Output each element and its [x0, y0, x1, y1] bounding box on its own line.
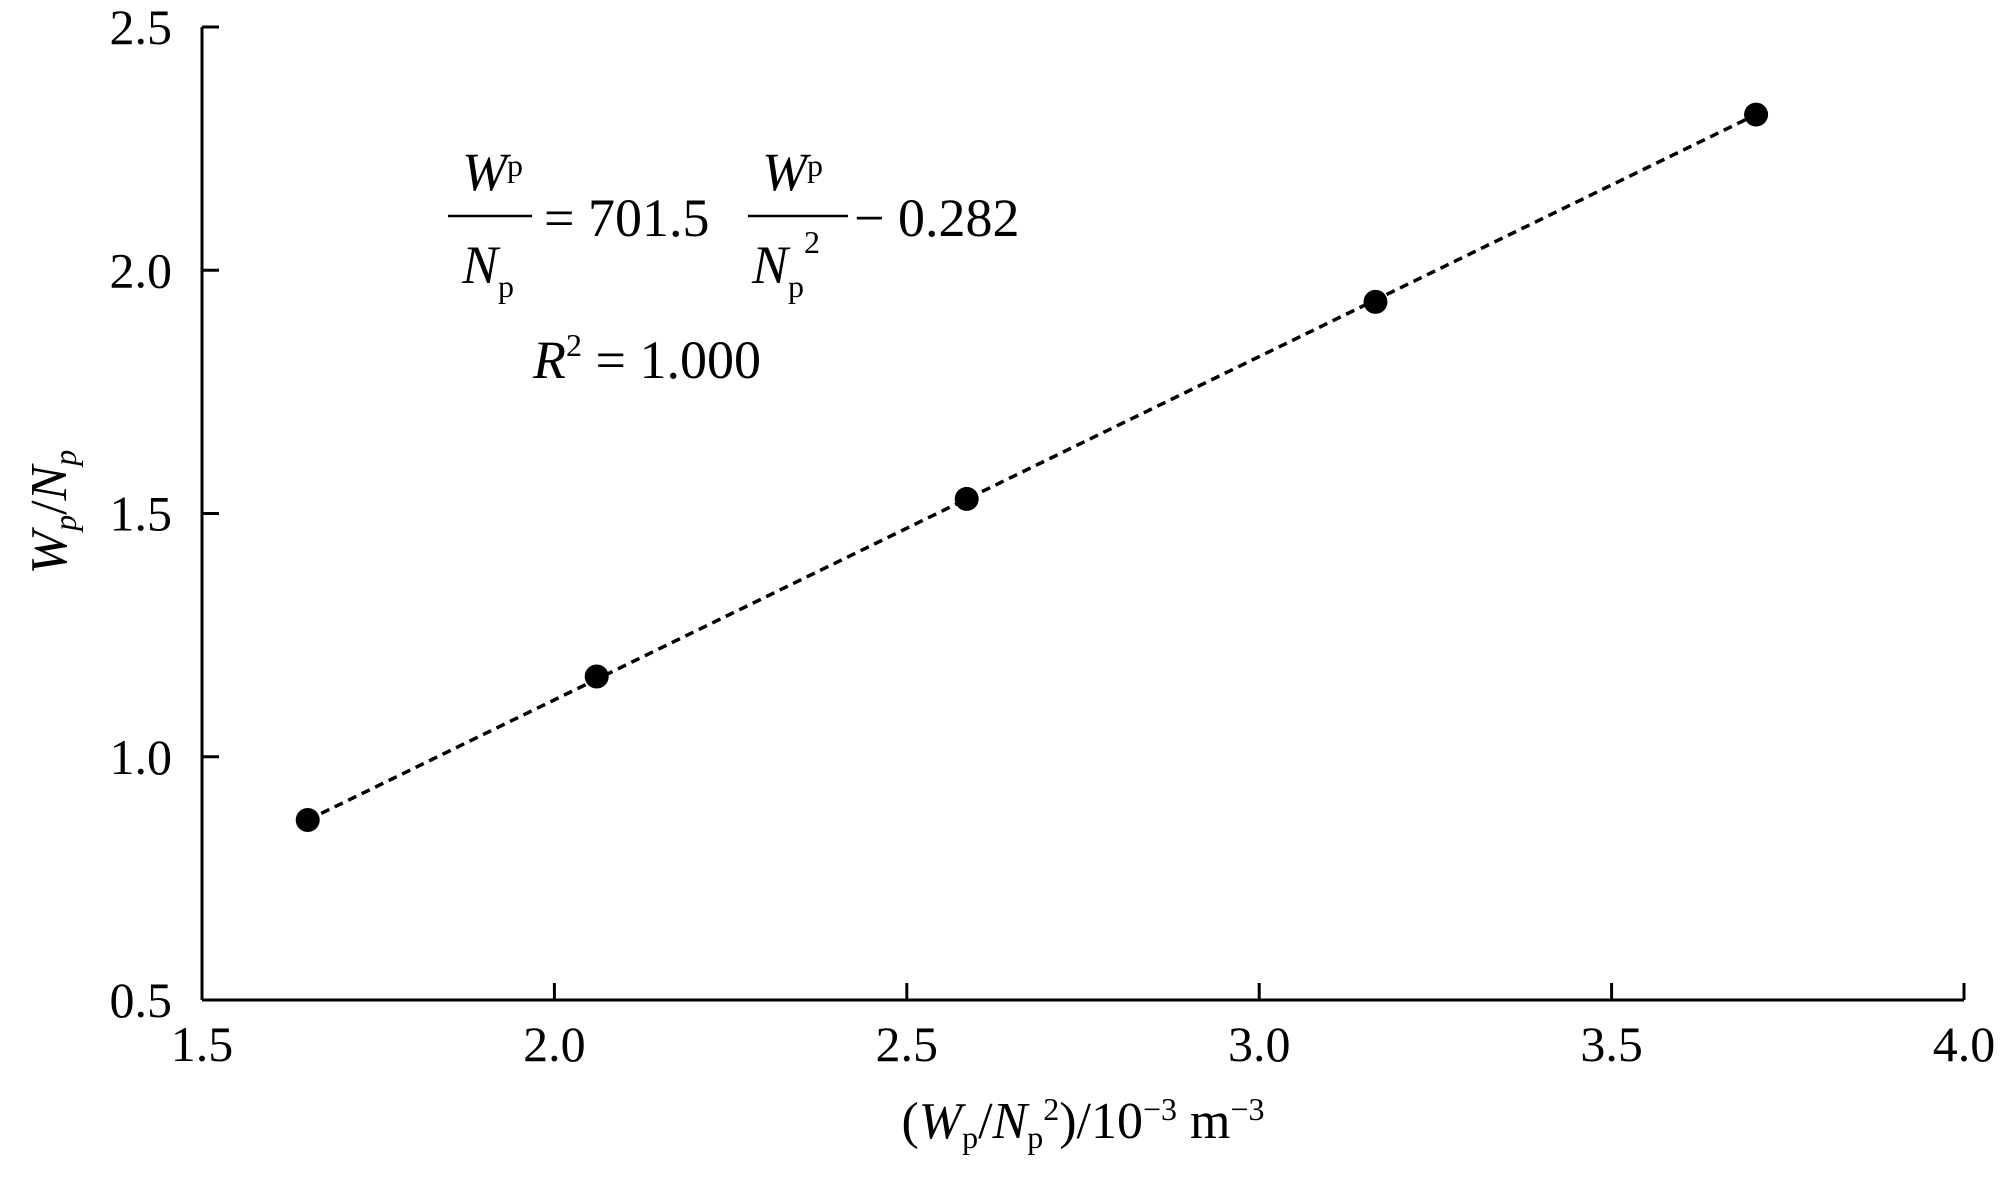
lhs-numerator: Wp: [462, 142, 523, 202]
y-tick-label: 2.0: [110, 242, 173, 298]
equation-annotation: Wp Np = 701.5 Wp Np2 − 0.282 R2 = 1.000: [448, 142, 1019, 390]
y-tick-group: 0.5 1.0 1.5 2.0 2.5: [110, 0, 219, 1028]
lhs-denominator: Np: [461, 235, 514, 304]
x-axis-label: (Wp/Np2)/10−3 m−3: [901, 1091, 1264, 1155]
data-point: [584, 664, 609, 689]
data-points: [295, 102, 1769, 832]
data-point: [954, 486, 979, 511]
rhs-denominator: Np2: [751, 224, 820, 304]
equals-coefficient: = 701.5: [544, 188, 709, 248]
data-point: [295, 807, 320, 832]
y-tick-label: 2.5: [110, 0, 173, 55]
x-tick-label: 3.0: [1228, 1016, 1291, 1072]
x-tick-label: 2.5: [876, 1016, 939, 1072]
x-tick-label: 2.0: [523, 1016, 586, 1072]
data-point: [1363, 289, 1388, 314]
y-tick-label: 0.5: [110, 972, 173, 1028]
r-squared-label: R2 = 1.000: [532, 327, 761, 390]
fit-line: [306, 112, 1757, 822]
intercept-term: − 0.282: [854, 188, 1019, 248]
rhs-numerator: Wp: [762, 142, 823, 202]
x-tick-group: 1.5 2.0 2.5 3.0 3.5 4.0: [171, 983, 1996, 1072]
y-tick-label: 1.0: [110, 729, 173, 785]
x-tick-label: 3.5: [1580, 1016, 1643, 1072]
x-tick-label: 1.5: [171, 1016, 234, 1072]
y-tick-label: 1.5: [110, 486, 173, 542]
data-point: [1744, 102, 1769, 127]
x-tick-label: 4.0: [1933, 1016, 1996, 1072]
y-axis-label: Wp/Np: [21, 450, 83, 574]
